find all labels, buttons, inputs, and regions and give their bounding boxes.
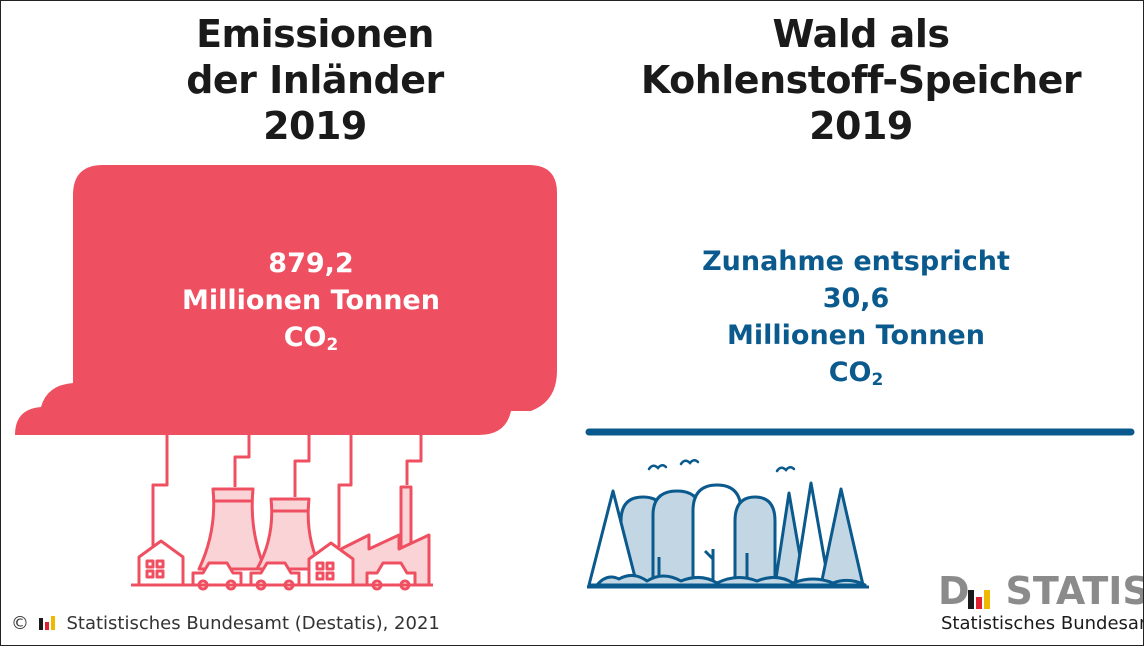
emissions-title: Emissionen der Inländer 2019 [165, 11, 465, 149]
wordmark-statis: STATIS [1005, 569, 1144, 613]
forest-title-line-1: Wald als [772, 12, 950, 56]
forest-gas: CO2 [651, 354, 1061, 399]
forest-unit: Millionen Tonnen [727, 320, 985, 351]
forest-value: 30,6 [822, 283, 890, 314]
destatis-logo-icon [968, 590, 990, 609]
emissions-value-block: 879,2 Millionen Tonnen CO2 [141, 245, 481, 364]
destatis-subtitle: Statistisches Bundesamt [941, 613, 1144, 634]
forest-title-line-3: 2019 [809, 104, 913, 148]
wordmark-d: D [938, 569, 970, 613]
copyright-symbol: © [11, 613, 29, 634]
forest-gas-subscript: 2 [871, 370, 884, 390]
forest-value-block: Zunahme entspricht 30,6 Millionen Tonnen… [651, 243, 1061, 399]
copyright-credit: © Statistisches Bundesamt (Destatis), 20… [11, 613, 440, 634]
cloud-icon [15, 165, 557, 435]
forest-intro: Zunahme entspricht [702, 246, 1010, 277]
emissions-title-line-1: Emissionen [196, 12, 434, 56]
emissions-value: 879,2 [268, 248, 354, 279]
emissions-gas-subscript: 2 [326, 335, 339, 355]
mini-destatis-icon [38, 616, 55, 630]
emissions-gas-symbol: CO [283, 322, 327, 353]
destatis-wordmark: D STATIS [938, 569, 1144, 613]
factory-icon [131, 435, 433, 591]
forest-title: Wald als Kohlenstoff-Speicher 2019 [611, 11, 1111, 149]
forest-gas-symbol: CO [828, 357, 872, 388]
forest-title-line-2: Kohlenstoff-Speicher [640, 58, 1082, 102]
emissions-unit: Millionen Tonnen [182, 285, 440, 316]
emissions-title-line-2: der Inländer [186, 58, 444, 102]
bird-icon [647, 459, 796, 473]
emissions-gas: CO2 [141, 319, 481, 364]
credit-text: Statistisches Bundesamt (Destatis), 2021 [66, 613, 440, 634]
emissions-title-line-3: 2019 [263, 104, 367, 148]
forest-icon [587, 481, 869, 589]
